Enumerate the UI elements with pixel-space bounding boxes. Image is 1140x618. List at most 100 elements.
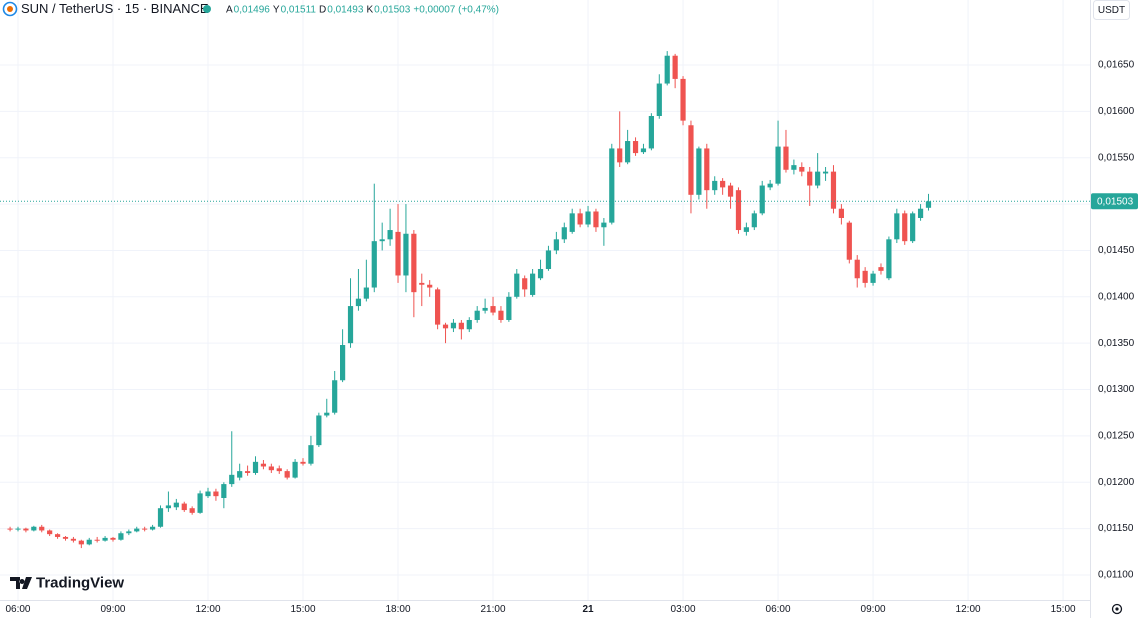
candle-body: [593, 211, 599, 228]
candle-body: [213, 491, 219, 497]
candle-body: [54, 534, 61, 537]
x-tick-label: 12:00: [195, 604, 220, 615]
candle-body: [506, 296, 512, 320]
candle-body: [751, 213, 757, 228]
symbol-icon-core: [7, 6, 13, 12]
candle-body: [672, 55, 678, 79]
candle-body: [62, 536, 69, 539]
candle-body: [324, 412, 330, 416]
price-axis: 0,01100 0,01150 0,01200 0,01250 0,01300 0,013…: [1098, 60, 1135, 581]
candle-body: [791, 165, 797, 170]
y-tick-label: 0,01550: [1098, 152, 1135, 163]
candle-body: [419, 282, 425, 285]
candle-body: [561, 227, 567, 240]
candle-body: [23, 528, 29, 531]
candle-body: [466, 319, 472, 330]
candle-body: [704, 148, 710, 191]
candle-body: [197, 493, 203, 513]
y-tick-label: 0,01150: [1098, 523, 1134, 534]
y-tick-label: 0,01650: [1098, 60, 1135, 71]
candle-body: [625, 141, 631, 163]
candle-body: [815, 171, 821, 186]
y-tick-label: 0,01100: [1098, 570, 1134, 581]
candle-body: [609, 148, 615, 223]
candle-body: [252, 461, 259, 473]
candle-body: [237, 471, 243, 478]
x-tick-label: 15:00: [1051, 604, 1076, 615]
candle-body: [332, 380, 338, 413]
candle-body: [411, 233, 417, 293]
candle-body: [474, 310, 480, 320]
ohlc-label: Y: [273, 4, 280, 15]
candle-body: [39, 526, 45, 531]
x-tick-label: 09:00: [100, 604, 125, 615]
candle-body: [403, 233, 409, 276]
currency-button[interactable]: USDT: [1093, 0, 1130, 20]
candle-body: [300, 461, 306, 464]
x-tick-label: 18:00: [386, 604, 411, 615]
candle-body: [31, 526, 37, 531]
candle-body: [925, 201, 932, 208]
y-tick-label: 0,01350: [1098, 338, 1135, 349]
candle-body: [696, 148, 702, 195]
y-tick-label: 0,01400: [1098, 291, 1135, 302]
candle-body: [363, 287, 369, 299]
ohlc-legend: A0,01496 Y0,01511 D0,01493 K0,01503 +0,0…: [226, 3, 499, 15]
candle-body: [229, 474, 235, 485]
candle-body: [86, 539, 92, 545]
currency-label[interactable]: USDT: [1098, 5, 1125, 16]
candle-body: [340, 345, 346, 381]
ohlc-label: A: [226, 4, 233, 15]
candle-body: [680, 78, 686, 121]
ohlc-label: D: [319, 4, 326, 15]
candle-body: [435, 289, 441, 325]
candle-body: [537, 268, 544, 279]
candle-body: [767, 183, 773, 188]
x-tick-label: 03:00: [671, 604, 696, 615]
x-tick-label: 09:00: [861, 604, 886, 615]
candle-body: [371, 241, 377, 288]
candle-body: [316, 415, 322, 446]
last-price-box: [1091, 193, 1138, 210]
candle-body: [157, 508, 164, 527]
candle-body: [807, 171, 813, 186]
y-tick-label: 0,01300: [1098, 384, 1135, 395]
ohlc-value: 0,01511: [281, 4, 317, 15]
candle-body: [838, 208, 844, 218]
candle-body: [134, 528, 140, 532]
x-tick-label: 12:00: [956, 604, 981, 615]
candle-body: [846, 222, 852, 260]
candle-body: [870, 273, 876, 283]
candle-body: [7, 528, 13, 530]
candle-body: [585, 211, 591, 225]
candle-body: [514, 273, 520, 297]
candle-body: [601, 222, 607, 228]
candle-body: [917, 208, 924, 218]
candle-body: [902, 213, 908, 242]
candle-body: [522, 278, 528, 290]
candle-body: [498, 310, 504, 320]
y-tick-label: 0,01250: [1098, 431, 1135, 442]
candle-body: [395, 231, 401, 276]
ohlc-value: 0,01496: [234, 4, 271, 15]
candle-body: [862, 270, 868, 283]
candle-body: [878, 267, 884, 271]
candle-body: [569, 213, 575, 232]
currency-button-box[interactable]: [1093, 0, 1130, 20]
candle-body: [149, 526, 156, 530]
candle-body: [830, 171, 837, 209]
ohlc-value: 0,01503: [374, 4, 411, 15]
candle-body: [110, 537, 116, 540]
candle-body: [205, 491, 211, 497]
settings-button[interactable]: [1111, 603, 1123, 615]
settings-gear[interactable]: [1111, 603, 1123, 615]
candle-body: [173, 502, 179, 508]
x-tick-label: 15:00: [290, 604, 315, 615]
settings-gear-center[interactable]: [1115, 607, 1119, 611]
symbol-title[interactable]: SUN / TetherUS · 15 · BINANCE: [21, 1, 209, 16]
candle-body: [712, 180, 718, 191]
candle-body: [759, 185, 765, 214]
candle-body: [268, 466, 274, 471]
candle-body: [664, 55, 670, 84]
